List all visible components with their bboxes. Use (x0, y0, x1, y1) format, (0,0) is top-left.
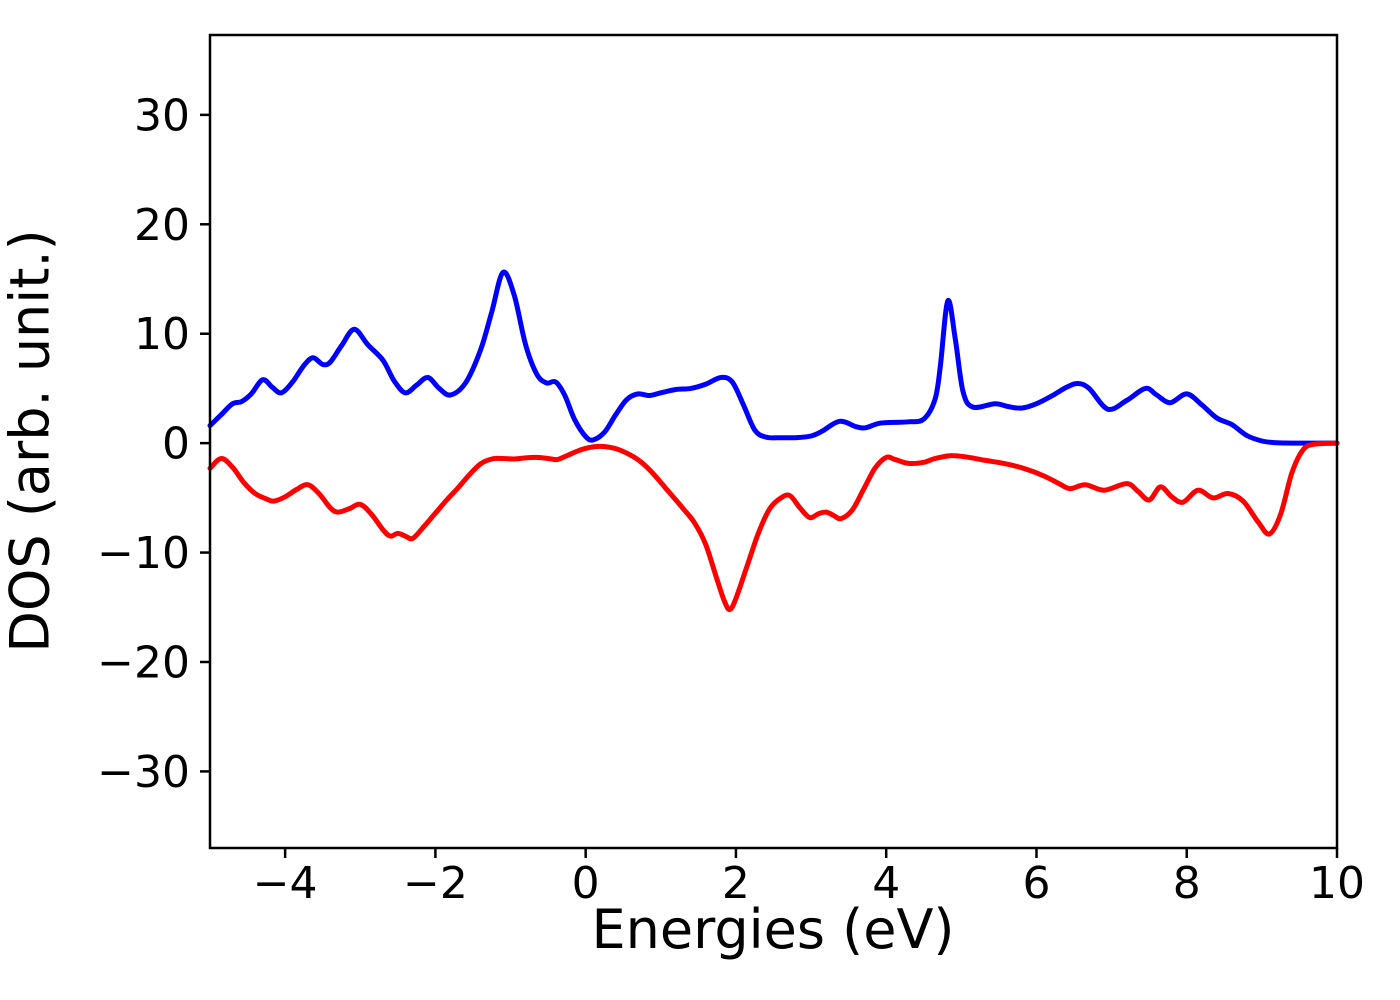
spin-down-dos-curve (207, 440, 1340, 613)
y-tick-label: 20 (134, 200, 190, 251)
x-tick-label: 8 (1173, 858, 1201, 909)
y-tick-label: −10 (97, 528, 190, 579)
spin-up-dos-curve (207, 269, 1340, 446)
y-tick-label: 10 (134, 309, 190, 360)
x-tick-label: −2 (403, 858, 468, 909)
x-tick-label: −4 (253, 858, 318, 909)
y-tick-label: −30 (97, 747, 190, 798)
x-tick-label: 6 (1022, 858, 1050, 909)
x-tick-label: 4 (872, 858, 900, 909)
x-axis-title: Energies (eV) (591, 898, 955, 961)
y-tick-label: −20 (97, 637, 190, 688)
y-tick-label: 30 (134, 90, 190, 141)
x-tick-label: 10 (1309, 858, 1365, 909)
y-axis-title: DOS (arb. unit.) (0, 229, 62, 653)
x-tick-label: 2 (722, 858, 750, 909)
plot-border (208, 33, 1339, 850)
x-tick-label: 0 (572, 858, 600, 909)
y-tick-label: 0 (162, 419, 190, 470)
